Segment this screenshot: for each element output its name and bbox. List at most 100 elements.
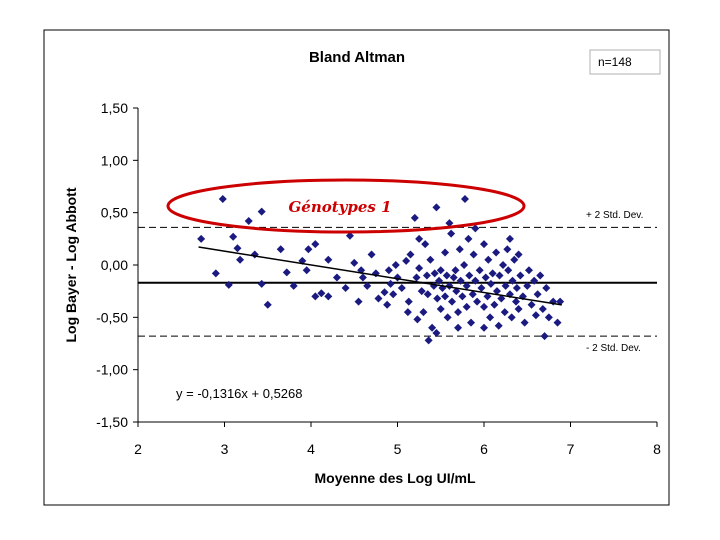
data-point [441, 292, 450, 301]
data-point [415, 264, 424, 273]
data-point [304, 245, 313, 254]
data-point [218, 195, 227, 204]
data-point [419, 308, 428, 317]
data-point [477, 284, 486, 293]
data-point [445, 219, 454, 228]
data-point [469, 250, 478, 259]
data-point [244, 217, 253, 226]
data-point [540, 332, 549, 341]
sample-size-label: n=148 [598, 55, 632, 69]
data-point [441, 248, 450, 257]
data-point [436, 266, 445, 275]
data-point [332, 273, 341, 282]
data-point [424, 336, 433, 345]
sample-size-box [589, 49, 661, 75]
data-point [257, 207, 266, 216]
data-point [524, 266, 533, 275]
data-point [257, 279, 266, 288]
data-point [456, 276, 465, 285]
x-tick-label: 7 [567, 441, 575, 457]
data-point [455, 245, 464, 254]
data-point [428, 323, 437, 332]
data-point [311, 240, 320, 249]
data-point [464, 234, 473, 243]
data-point [486, 279, 495, 288]
data-point [402, 256, 411, 265]
data-point [504, 266, 513, 275]
data-point [475, 266, 484, 275]
data-point [404, 297, 413, 306]
data-point [505, 234, 514, 243]
data-point [358, 273, 367, 282]
data-point [421, 240, 430, 249]
data-point [500, 308, 509, 317]
x-tick-label: 4 [307, 441, 315, 457]
data-point [488, 269, 497, 278]
data-point [311, 292, 320, 301]
x-tick-label: 2 [134, 441, 142, 457]
data-point [413, 315, 422, 324]
data-point [512, 284, 521, 293]
regression-equation: y = -0,1316x + 0,5268 [176, 386, 302, 401]
data-point [503, 245, 512, 254]
data-point [397, 284, 406, 293]
data-point [380, 288, 389, 297]
lower-limit-label: - 2 Std. Dev. [586, 343, 641, 354]
data-point [391, 261, 400, 269]
data-point [544, 313, 553, 322]
data-point [367, 250, 376, 259]
data-point [481, 273, 490, 282]
data-point [492, 248, 501, 257]
data-point [514, 304, 523, 313]
data-point [236, 255, 245, 264]
upper-limit-label: + 2 Std. Dev. [586, 210, 643, 221]
data-point [317, 289, 326, 298]
data-point [447, 229, 456, 238]
data-point [454, 323, 463, 332]
y-tick-label: 0,00 [101, 257, 128, 273]
y-tick-label: -0,50 [96, 309, 128, 325]
data-point [436, 304, 445, 313]
data-point [406, 250, 415, 259]
data-point [423, 290, 432, 299]
data-point [403, 308, 412, 317]
x-tick-label: 5 [394, 441, 402, 457]
data-point [422, 271, 431, 280]
data-point [460, 195, 469, 204]
data-point [536, 271, 545, 280]
data-point [460, 261, 469, 269]
data-point [533, 290, 542, 299]
y-tick-label: -1,00 [96, 362, 128, 378]
y-tick-label: 1,50 [101, 100, 128, 116]
data-point [443, 313, 452, 322]
data-point [386, 279, 395, 288]
data-point [354, 297, 363, 306]
data-point [341, 284, 350, 293]
x-tick-label: 3 [221, 441, 229, 457]
data-point [490, 300, 499, 309]
data-point [473, 297, 482, 306]
data-point [447, 297, 456, 306]
y-tick-label: 1,00 [101, 152, 128, 168]
data-point [512, 297, 521, 306]
data-point [467, 318, 476, 327]
data-point [501, 281, 510, 290]
data-point [412, 273, 421, 282]
data-point [211, 269, 220, 278]
data-point [499, 261, 508, 269]
data-point [520, 318, 529, 327]
data-point [508, 276, 517, 285]
data-point [374, 294, 383, 303]
data-point [480, 323, 488, 332]
y-tick-label: -1,50 [96, 414, 128, 430]
data-point [531, 311, 540, 320]
data-point [553, 318, 562, 327]
data-point [345, 231, 354, 240]
chart-title: Bland Altman [309, 49, 405, 66]
data-point [471, 276, 480, 285]
data-point [426, 255, 435, 264]
x-axis-label: Moyenne des Log UI/mL [314, 470, 475, 486]
data-point [480, 302, 488, 311]
data-point [389, 290, 398, 299]
